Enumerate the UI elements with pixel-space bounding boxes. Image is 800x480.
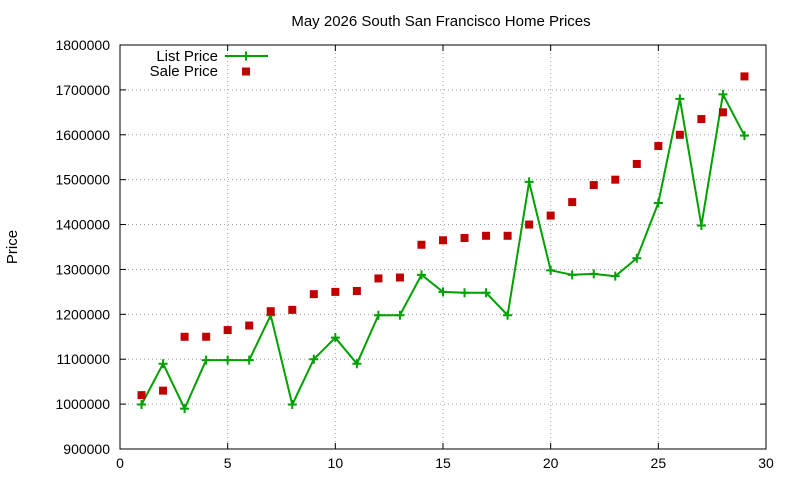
sale-price-point [439, 236, 447, 245]
y-tick-label: 1300000 [55, 261, 110, 277]
x-tick-label: 15 [435, 455, 451, 471]
y-tick-label: 1400000 [55, 217, 110, 233]
sale-price-point [159, 386, 168, 395]
sale-price-point [718, 108, 727, 117]
x-tick-label: 20 [543, 455, 559, 471]
list-price-point [524, 177, 534, 187]
y-tick-label: 1800000 [55, 37, 110, 53]
sale-price-point [546, 211, 555, 220]
sale-price-point [202, 332, 211, 341]
list-price-point [137, 400, 147, 410]
sale-price-point [417, 240, 426, 249]
list-price-point [223, 355, 233, 365]
y-tick-labels: 900000 1000000 1100000 1200000 1300000 140000… [55, 37, 110, 457]
sale-price-point [740, 72, 749, 81]
list-price-point [352, 359, 362, 369]
sale-price-point [266, 307, 275, 316]
list-price-point [180, 404, 190, 414]
sale-price-point [460, 234, 469, 243]
sale-price-point [374, 274, 383, 283]
sale-price-point [611, 175, 620, 184]
list-price-point [438, 287, 448, 297]
y-tick-label: 1000000 [55, 396, 110, 412]
sale-price-point [352, 286, 361, 295]
list-price-point [610, 271, 620, 281]
x-tick-label: 10 [328, 455, 344, 471]
list-price-point [287, 400, 297, 410]
list-price-point [460, 288, 470, 298]
list-price-point [503, 310, 513, 320]
y-tick-label: 1500000 [55, 172, 110, 188]
x-tick-label: 25 [651, 455, 667, 471]
list-price-point [653, 198, 663, 208]
sale-price-point [654, 142, 663, 150]
legend-label-sale-price: Sale Price [150, 63, 218, 80]
sale-price-point [525, 220, 534, 229]
list-price-point [395, 310, 405, 320]
list-price-point [158, 359, 168, 369]
y-tick-label: 1700000 [55, 82, 110, 98]
list-price-point [718, 89, 728, 99]
legend-marker-list-price [241, 51, 251, 61]
y-tick-label: 1600000 [55, 127, 110, 143]
sale-price-point [482, 231, 491, 240]
sale-price-point [675, 130, 684, 139]
x-tick-label: 30 [758, 455, 774, 471]
list-price-point [696, 220, 706, 230]
y-tick-label: 900000 [63, 441, 110, 457]
list-price-point [739, 131, 749, 141]
list-price-point [567, 270, 577, 280]
list-price-point [244, 355, 254, 365]
chart-title: May 2026 South San Francisco Home Prices [291, 13, 590, 30]
list-price-point [309, 354, 319, 364]
x-tick-label: 5 [224, 455, 232, 471]
list-price-point [546, 265, 556, 275]
legend-label-list-price: List Price [156, 48, 218, 65]
y-tick-label: 1100000 [57, 351, 111, 367]
sale-price-point [589, 181, 598, 190]
y-tick-label: 1200000 [55, 306, 110, 322]
sale-price-point [288, 305, 297, 314]
list-price-point [201, 355, 211, 365]
sale-price-point [568, 198, 577, 207]
sale-price-point [503, 231, 512, 240]
x-tick-label: 0 [116, 455, 124, 471]
sale-price-point [309, 290, 318, 299]
list-price-point [632, 253, 642, 263]
list-price-point [330, 333, 340, 343]
sale-price-point [137, 391, 146, 400]
x-tick-labels: 0 5 10 15 20 25 30 [116, 455, 774, 471]
legend-marker-sale-price [242, 67, 250, 76]
list-price-point [416, 270, 426, 280]
list-price-point [675, 94, 685, 104]
y-axis-label: Price [4, 230, 21, 264]
sale-price-point [245, 321, 254, 330]
list-price-point [481, 288, 491, 298]
chart-legend: List Price Sale Price [150, 48, 268, 80]
sale-price-point [632, 159, 641, 168]
sale-price-point [697, 115, 706, 124]
sale-price-point [223, 326, 232, 335]
list-price-point [589, 269, 599, 279]
sale-price-point [180, 332, 189, 341]
list-price-point [373, 310, 383, 320]
grid-lines [120, 45, 766, 449]
sale-price-point [395, 273, 404, 282]
axis-ticks [119, 44, 767, 450]
sale-price-point [331, 287, 340, 296]
data-series [137, 72, 749, 414]
